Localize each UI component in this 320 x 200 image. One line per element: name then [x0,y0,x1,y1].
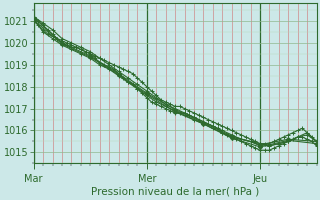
X-axis label: Pression niveau de la mer( hPa ): Pression niveau de la mer( hPa ) [91,187,259,197]
